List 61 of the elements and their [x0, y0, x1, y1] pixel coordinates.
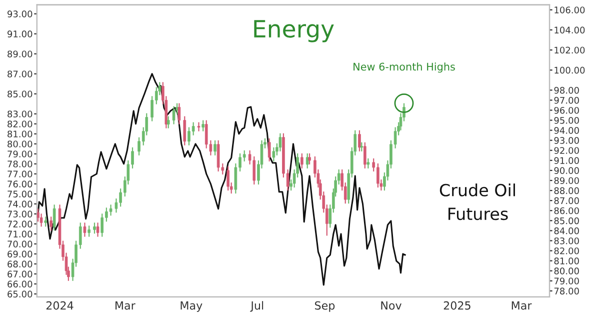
- x-tick-label: Mar: [512, 301, 532, 310]
- y2-tick-label: 85.00: [554, 217, 579, 224]
- y-tick-label: 78.00: [8, 160, 32, 168]
- y2-tick-label: 78.00: [554, 288, 579, 294]
- y2-tick-label: 106.00: [554, 6, 585, 14]
- y2-tick-label: 92.00: [554, 147, 579, 154]
- y-tick-label: 70.00: [8, 240, 32, 248]
- annotation: New 6-month Highs: [354, 62, 455, 73]
- y2-tick-label: 100.00: [554, 66, 585, 74]
- y-tick-label: 82.00: [8, 120, 32, 128]
- x-tick-label: May: [180, 301, 202, 312]
- y2-tick-label: 90.00: [554, 167, 579, 174]
- y-tick-label: 87.00: [8, 70, 32, 78]
- x-tick-label: Mar: [116, 301, 136, 310]
- y2-tick-label: 91.00: [554, 157, 579, 164]
- y2-tick-label: 93.00: [554, 137, 579, 144]
- y-tick-label: 77.00: [8, 170, 32, 178]
- x-tick-label: 2024: [46, 301, 74, 310]
- y-tick-label: 93.00: [8, 10, 32, 18]
- y-tick-label: 69.00: [8, 250, 32, 258]
- y2-tick-label: 97.00: [554, 96, 579, 104]
- text: Crude Oil Futures: [440, 184, 515, 220]
- y2-tick-label: 104.00: [554, 26, 585, 34]
- y2-tick-label: 82.00: [554, 247, 579, 254]
- y-tick-label: 67.00: [8, 270, 32, 278]
- line-series: [37, 73, 406, 286]
- y-tick-label: 73.00: [8, 210, 32, 218]
- y2-tick-label: 87.00: [554, 197, 579, 204]
- y-tick-label: 72.00: [8, 220, 32, 228]
- text: Energy: [254, 20, 334, 42]
- x-tick-label: Sep: [314, 301, 335, 312]
- y-tick-label: 76.00: [8, 180, 32, 188]
- y-tick-label: 89.00: [8, 50, 32, 58]
- x-tick-label: Jul: [250, 301, 264, 312]
- y-tick-label: 71.00: [8, 230, 32, 238]
- x-tick-label: 2025: [444, 301, 470, 310]
- x-tick-label: Nov: [381, 301, 402, 310]
- y-tick-label: 91.00: [8, 30, 32, 38]
- y-tick-label: 85.00: [8, 90, 32, 98]
- y2-tick-label: 84.00: [554, 227, 579, 234]
- y2-tick-label: 80.00: [554, 268, 579, 274]
- y2-tick-label: 81.00: [554, 258, 579, 264]
- y2-tick-label: 79.00: [554, 278, 579, 284]
- y2-tick-label: 86.00: [554, 207, 579, 214]
- y2-tick-label: 83.00: [554, 237, 579, 244]
- y-tick-label: 81.00: [8, 130, 32, 138]
- y-tick-label: 65.00: [8, 290, 32, 298]
- y2-tick-label: 89.00: [554, 177, 579, 184]
- y2-tick-label: 88.00: [554, 187, 579, 194]
- y-tick-label: 80.00: [8, 140, 32, 148]
- y-tick-label: 74.00: [8, 200, 32, 208]
- y-tick-label: 68.00: [8, 260, 32, 268]
- y-tick-label: 83.00: [8, 110, 32, 118]
- y2-tick-label: 95.00: [554, 116, 579, 124]
- y-tick-label: 75.00: [8, 190, 32, 198]
- y2-tick-label: 102.00: [554, 46, 585, 54]
- y-tick-label: 79.00: [8, 150, 32, 158]
- y2-tick-label: 98.00: [554, 86, 579, 94]
- y2-tick-label: 94.00: [554, 127, 579, 134]
- y2-tick-label: 96.00: [554, 106, 579, 114]
- y-tick-label: 66.00: [8, 280, 32, 288]
